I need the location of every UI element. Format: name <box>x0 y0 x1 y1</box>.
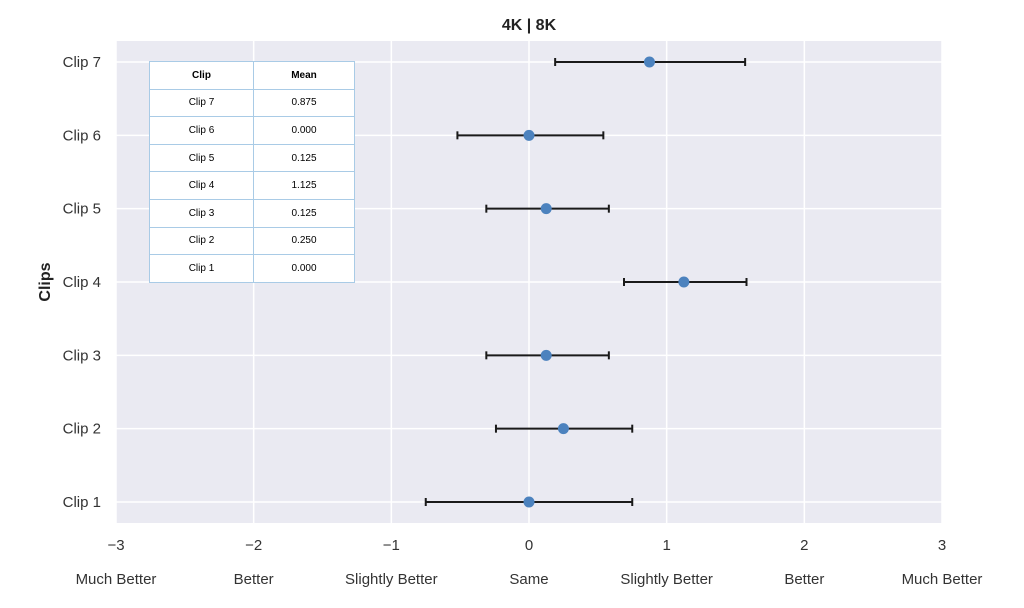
x-tick-descriptions: Much Better Better Slightly Better Same Slig… <box>76 571 983 588</box>
x-tick-label: 3 <box>938 537 946 554</box>
x-tick-label: 0 <box>525 537 533 554</box>
mean-point <box>540 349 552 361</box>
table-row: Clip 2 0.250 <box>149 226 355 256</box>
y-tick-label: Clip 4 <box>63 274 101 291</box>
x-tick-labels: −3 −2 −1 0 1 2 3 <box>107 537 946 554</box>
table-row: Clip 4 1.125 <box>149 171 355 200</box>
chart-title: 4K | 8K <box>502 17 557 34</box>
table-cell-clip: Clip 5 <box>149 143 254 173</box>
table-header-mean: Mean <box>253 61 355 90</box>
mean-point <box>540 203 552 215</box>
x-tick-description: Better <box>234 571 274 588</box>
data-points <box>523 56 690 508</box>
x-tick-description: Much Better <box>76 571 157 588</box>
table-cell-clip: Clip 4 <box>149 171 254 200</box>
table-cell-mean: 0.000 <box>253 116 355 145</box>
table-row: Clip 6 0.000 <box>149 116 355 145</box>
mean-point <box>523 129 535 141</box>
y-tick-label: Clip 5 <box>63 201 101 218</box>
table-cell-mean: 0.250 <box>253 226 355 256</box>
table-cell-mean: 0.875 <box>253 88 355 118</box>
table-cell-clip: Clip 1 <box>149 254 254 283</box>
x-tick-description: Slightly Better <box>345 571 438 588</box>
table-cell-mean: 1.125 <box>253 171 355 200</box>
x-tick-label: −2 <box>245 537 262 554</box>
x-tick-description: Better <box>784 571 824 588</box>
mean-table: Clip Mean Clip 7 0.875 Clip 6 0.000 Clip… <box>149 61 355 283</box>
table-row: Clip 5 0.125 <box>149 143 355 173</box>
table-cell-clip: Clip 2 <box>149 226 254 256</box>
table-row: Clip 7 0.875 <box>149 88 355 118</box>
y-category-labels: Clip 1 Clip 2 Clip 3 Clip 4 Clip 5 Clip 6 Clip… <box>63 54 101 511</box>
y-axis-label: Clips <box>37 262 54 301</box>
x-tick-label: −1 <box>383 537 400 554</box>
table-row: Clip 1 0.000 <box>149 254 355 283</box>
y-tick-label: Clip 3 <box>63 347 101 364</box>
table-cell-mean: 0.000 <box>253 254 355 283</box>
y-tick-label: Clip 6 <box>63 127 101 144</box>
x-tick-description: Much Better <box>902 571 983 588</box>
x-tick-description: Same <box>509 571 548 588</box>
table-cell-mean: 0.125 <box>253 143 355 173</box>
table-row: Clip 3 0.125 <box>149 198 355 228</box>
x-tick-label: 2 <box>800 537 808 554</box>
table-header-clip: Clip <box>149 61 254 90</box>
table-cell-clip: Clip 3 <box>149 198 254 228</box>
table-cell-clip: Clip 7 <box>149 88 254 118</box>
x-tick-label: −3 <box>107 537 124 554</box>
mean-point <box>557 423 569 435</box>
table-cell-mean: 0.125 <box>253 198 355 228</box>
table-header-row: Clip Mean <box>149 61 355 90</box>
mean-point <box>523 496 535 508</box>
y-tick-label: Clip 1 <box>63 494 101 511</box>
x-tick-description: Slightly Better <box>620 571 713 588</box>
mean-point <box>643 56 655 68</box>
x-tick-label: 1 <box>662 537 670 554</box>
mean-point <box>678 276 690 288</box>
table-cell-clip: Clip 6 <box>149 116 254 145</box>
y-tick-label: Clip 7 <box>63 54 101 71</box>
y-tick-label: Clip 2 <box>63 421 101 438</box>
